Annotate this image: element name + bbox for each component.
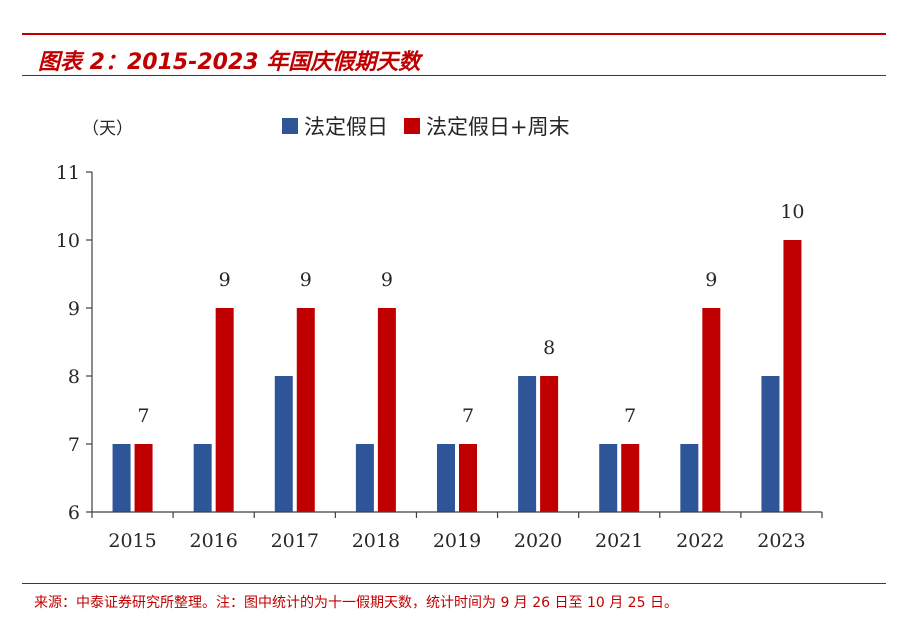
- legend-label: 法定假日: [304, 115, 388, 139]
- y-tick-label: 8: [68, 366, 80, 388]
- source-note: 来源：中泰证券研究所整理。注：图中统计的为十一假期天数，统计时间为 9 月 26…: [34, 595, 678, 611]
- x-tick-label: 2015: [108, 530, 156, 552]
- data-label: 7: [138, 405, 150, 427]
- bar-chart: （天） 法定假日 法定假日+周末 6 7 8 9 10 11 7 9 9 9 7 8 7 9 10 2015…: [56, 115, 823, 552]
- x-tick-label: 2019: [433, 530, 481, 552]
- bar-statutory-2016: [193, 444, 212, 512]
- data-label: 9: [705, 269, 717, 291]
- bar-total-2016: [215, 308, 234, 512]
- y-tick-label: 10: [56, 230, 80, 252]
- y-tick-label: 9: [68, 298, 80, 320]
- y-axis-ticks: 6 7 8 9 10 11: [56, 162, 93, 524]
- legend: 法定假日 法定假日+周末: [282, 115, 570, 139]
- data-label: 9: [300, 269, 312, 291]
- y-tick-label: 7: [68, 434, 80, 456]
- bar-statutory-2018: [355, 444, 374, 512]
- page-title: 图表 2：2015-2023 年国庆假期天数: [38, 50, 421, 75]
- data-label: 7: [462, 405, 474, 427]
- bar-statutory-2015: [112, 444, 131, 512]
- legend-swatch: [282, 118, 298, 134]
- legend-label: 法定假日+周末: [426, 115, 570, 139]
- bars: [112, 240, 802, 512]
- data-label: 10: [780, 201, 804, 223]
- x-tick-label: 2022: [676, 530, 724, 552]
- bar-total-2015: [134, 444, 153, 512]
- source-rule: [22, 583, 886, 584]
- bar-total-2023: [783, 240, 802, 512]
- bar-total-2022: [702, 308, 721, 512]
- x-axis-ticks: 2015 2016 2017 2018 2019 2020 2021 2022 2023: [108, 530, 805, 552]
- bar-statutory-2017: [274, 376, 293, 512]
- x-tick-label: 2021: [595, 530, 643, 552]
- data-label: 8: [543, 337, 555, 359]
- bar-total-2019: [459, 444, 477, 512]
- x-tick-label: 2020: [514, 530, 562, 552]
- bar-total-2021: [621, 444, 640, 512]
- bar-total-2020: [540, 376, 559, 512]
- bar-statutory-2023: [761, 376, 780, 512]
- data-labels: 7 9 9 9 7 8 7 9 10: [138, 201, 805, 427]
- data-label: 9: [381, 269, 393, 291]
- y-axis-label: （天）: [82, 119, 133, 139]
- x-tick-label: 2016: [189, 530, 237, 552]
- top-rule: [22, 33, 886, 35]
- data-label: 9: [219, 269, 231, 291]
- bar-statutory-2021: [599, 444, 618, 512]
- legend-swatch: [404, 118, 420, 134]
- bar-statutory-2022: [680, 444, 699, 512]
- y-tick-label: 11: [56, 162, 80, 184]
- y-tick-label: 6: [68, 502, 80, 524]
- x-axis: [91, 511, 823, 518]
- bar-total-2017: [296, 308, 315, 512]
- bar-total-2018: [377, 308, 396, 512]
- bar-statutory-2019: [437, 444, 455, 512]
- bar-statutory-2020: [518, 376, 537, 512]
- x-tick-label: 2017: [271, 530, 319, 552]
- title-rule: [22, 75, 886, 76]
- x-tick-label: 2018: [352, 530, 400, 552]
- x-tick-label: 2023: [757, 530, 805, 552]
- data-label: 7: [624, 405, 636, 427]
